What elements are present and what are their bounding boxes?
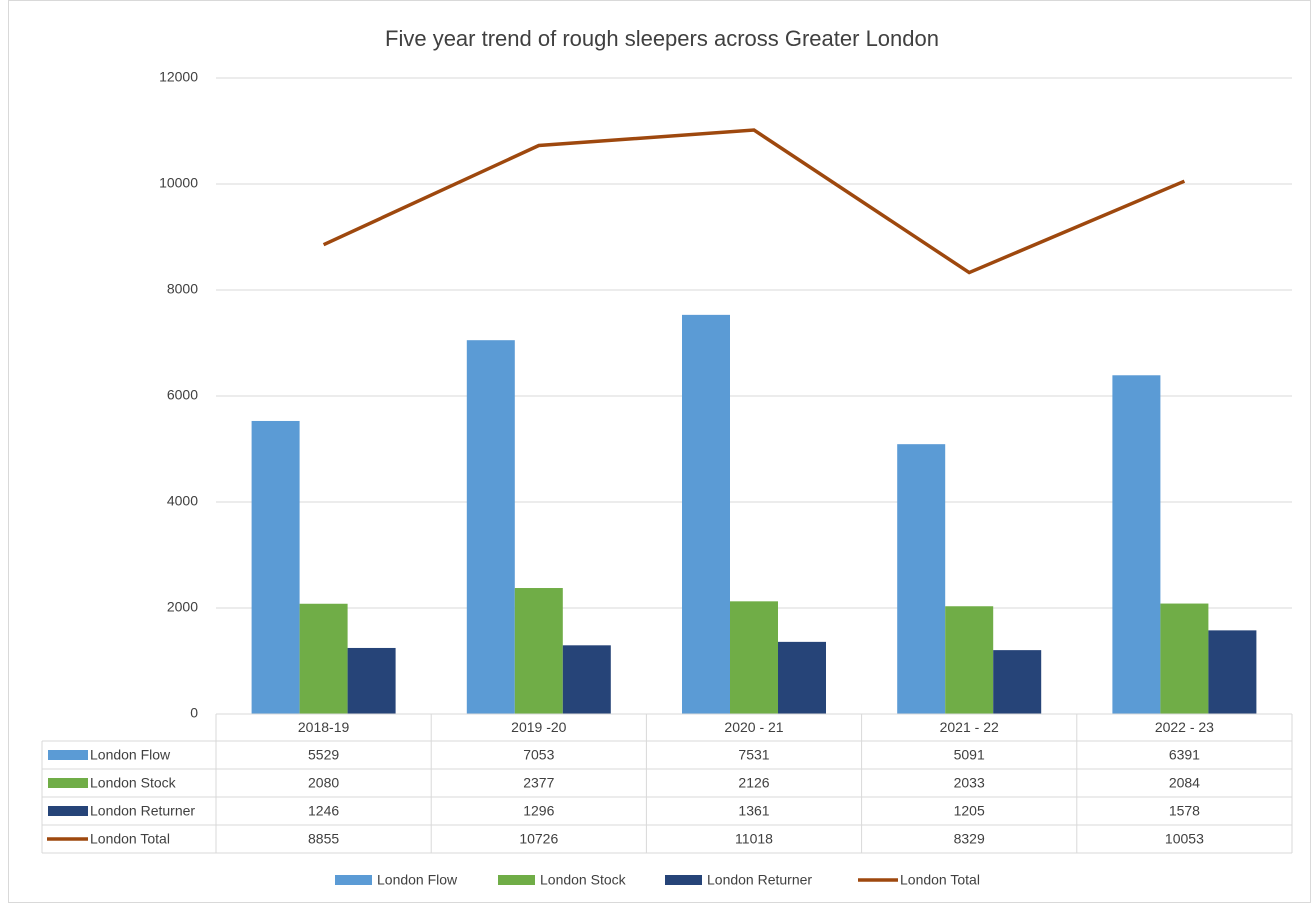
legend-key [48,750,88,760]
bar [1112,375,1161,714]
table-cell: 10726 [519,831,558,847]
table-cell: 1361 [738,803,769,819]
table-cell: 2033 [954,775,985,791]
table-row-label: London Flow [90,747,171,763]
table-cell: 2080 [308,775,339,791]
legend-label: London Returner [707,872,812,888]
legend-label: London Stock [540,872,627,888]
table-cell: 8329 [954,831,985,847]
bar [1208,630,1257,714]
x-tick-label: 2018-19 [298,719,350,735]
bar [945,606,994,714]
table-cell: 5091 [954,747,985,763]
table-cell: 8855 [308,831,339,847]
table-cell: 6391 [1169,747,1200,763]
table-cell: 5529 [308,747,339,763]
bar [466,340,515,714]
legend-label: London Total [900,872,980,888]
bar [730,601,778,714]
legend-key [48,806,88,816]
bar [251,420,300,714]
line [322,128,1186,275]
table-cell: 2126 [738,775,769,791]
table-cell: 2377 [523,775,554,791]
table-cell: 1205 [954,803,985,819]
table-cell: 2084 [1169,775,1200,791]
y-tick-label: 0 [190,705,198,721]
y-tick-label: 6000 [167,387,198,403]
table-cell: 11018 [735,831,773,847]
table-row-label: London Returner [90,803,195,819]
table-row-label: London Stock [90,775,177,791]
y-tick-label: 12000 [159,69,198,85]
bar [897,444,946,714]
bar [514,588,563,714]
table-cell: 1246 [308,803,339,819]
bar [562,645,611,714]
legend-key [665,875,702,885]
y-tick-label: 2000 [167,599,198,615]
table-cell: 7053 [523,747,554,763]
y-tick-label: 4000 [167,493,198,509]
bar [1160,603,1209,714]
bar [993,650,1042,714]
table-cell: 10053 [1165,831,1204,847]
y-tick-label: 8000 [167,281,198,297]
table-cell: 1578 [1169,803,1200,819]
legend-label: London Flow [377,872,458,888]
legend-key [498,875,535,885]
table-cell: 1296 [523,803,554,819]
bar [778,641,826,714]
x-tick-label: 2021 - 22 [940,719,999,735]
x-tick-label: 2022 - 23 [1155,719,1214,735]
legend-key [48,778,88,788]
bar [299,603,348,714]
table-row-label: London Total [90,831,170,847]
legend-key [335,875,372,885]
bar [347,647,396,714]
table-cell: 7531 [738,747,769,763]
chart-title: Five year trend of rough sleepers across… [385,26,939,51]
x-tick-label: 2020 - 21 [724,719,783,735]
chart-frame [8,0,1311,903]
bar [682,314,730,714]
x-tick-label: 2019 -20 [511,719,566,735]
y-tick-label: 10000 [159,175,198,191]
